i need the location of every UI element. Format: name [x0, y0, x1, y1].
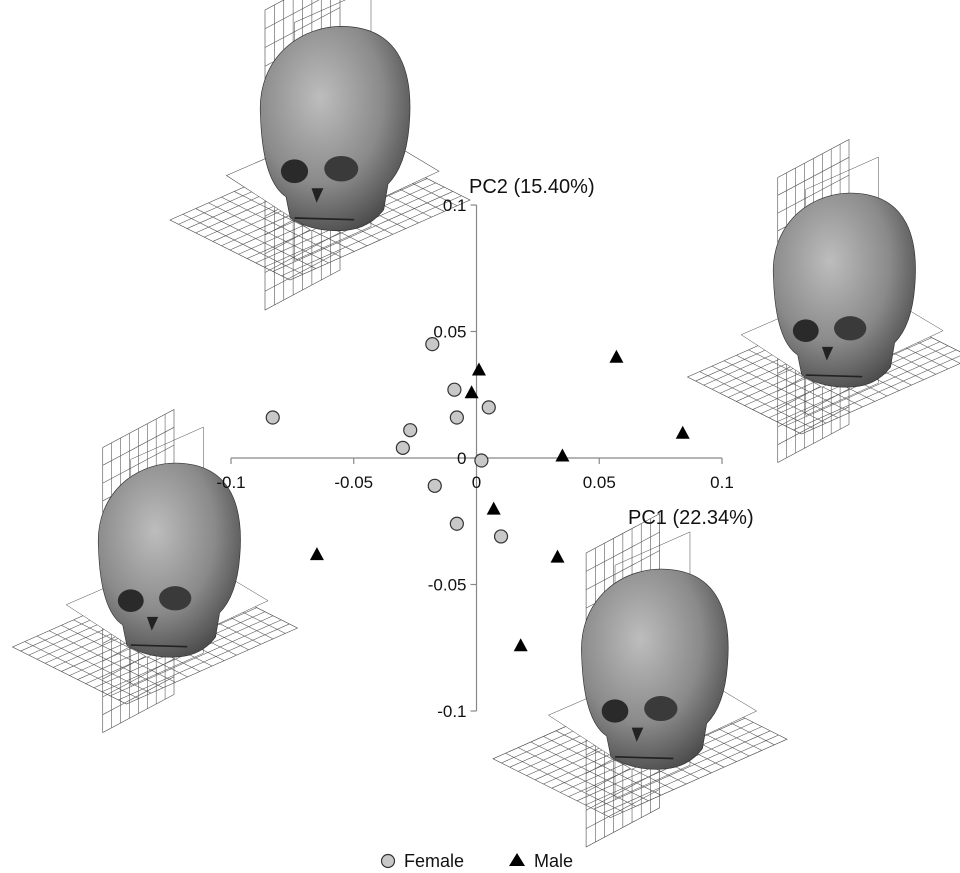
y-tick-label: 0.1: [443, 196, 467, 215]
female-point: [427, 478, 442, 493]
x-tick-label: -0.1: [216, 473, 245, 492]
y-axis-title: PC2 (15.40%): [469, 176, 595, 198]
female-point: [395, 440, 410, 455]
female-point: [449, 516, 464, 531]
male-point: [309, 547, 324, 561]
female-point: [447, 382, 462, 397]
x-tick-label: 0.05: [583, 473, 616, 492]
skull-top-left: [169, 0, 471, 311]
x-tick-label: 0.1: [710, 473, 734, 492]
female-point: [403, 423, 418, 438]
male-point: [486, 501, 501, 515]
legend-male-marker: [509, 853, 525, 866]
female-point: [474, 453, 489, 468]
y-tick-label: -0.05: [428, 576, 467, 595]
legend-male-label: Male: [534, 851, 573, 871]
male-point: [513, 638, 528, 652]
legend-female-label: Female: [404, 851, 464, 871]
y-tick-label: 0.05: [433, 323, 466, 342]
female-point: [425, 337, 440, 352]
female-point: [493, 529, 509, 544]
y-tick-label: 0: [457, 449, 466, 468]
legend-female-marker: [380, 853, 396, 869]
legend: Female Male: [380, 851, 573, 871]
male-point: [550, 549, 565, 563]
x-axis-title: PC1 (22.34%): [628, 507, 754, 529]
skull-right: [686, 139, 960, 463]
data-points: [265, 337, 690, 652]
male-point: [471, 362, 486, 376]
female-point: [481, 400, 496, 415]
male-point: [464, 385, 479, 399]
x-tick-label: 0: [472, 473, 481, 492]
skull-bottom-right: [492, 513, 788, 848]
x-tick-label: -0.05: [334, 473, 373, 492]
male-point: [555, 448, 570, 462]
female-point: [265, 410, 280, 425]
y-tick-label: -0.1: [437, 702, 466, 721]
male-point: [609, 349, 624, 363]
male-point: [675, 425, 690, 439]
female-point: [449, 410, 464, 425]
skull-left: [11, 409, 299, 733]
